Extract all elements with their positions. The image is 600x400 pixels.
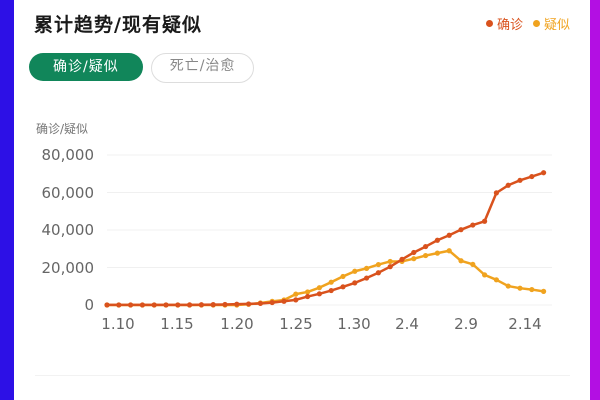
y-tick: 80,000 [41,146,95,164]
chart-title: 累计趋势/现有疑似 [34,14,202,36]
x-tick: 1.20 [220,315,254,333]
x-tick: 1.15 [160,315,194,333]
frame-right-edge [590,0,600,400]
x-tick: 2.4 [395,315,419,333]
legend-dot-icon [532,20,540,27]
y-axis-label: 确诊/疑似 [36,122,89,136]
x-tick: 2.9 [454,315,478,333]
legend-label: 疑似 [543,18,570,33]
legend-dot-icon [485,20,493,27]
tab-death-recovered[interactable]: 死亡/治愈 [150,53,255,83]
x-tick: 1.10 [101,315,135,333]
x-tick: 1.25 [279,315,313,333]
chart-series [104,170,547,308]
y-tick: 0 [84,296,94,314]
legend-item-suspected[interactable]: 疑似 [532,14,570,33]
y-tick: 40,000 [41,221,95,239]
y-tick: 20,000 [41,259,95,277]
y-tick: 60,000 [41,184,95,202]
legend-item-confirmed[interactable]: 确诊 [485,14,523,33]
chart-tabs: 确诊/疑似 死亡/治愈 [29,53,255,83]
legend-label: 确诊 [496,18,523,33]
x-tick: 2.14 [508,315,542,333]
frame-left-edge [0,0,14,400]
divider [35,375,570,376]
chart-legend: 确诊 疑似 [485,14,570,33]
tab-confirmed-suspected[interactable]: 确诊/疑似 [29,53,143,81]
x-tick: 1.30 [337,315,371,333]
